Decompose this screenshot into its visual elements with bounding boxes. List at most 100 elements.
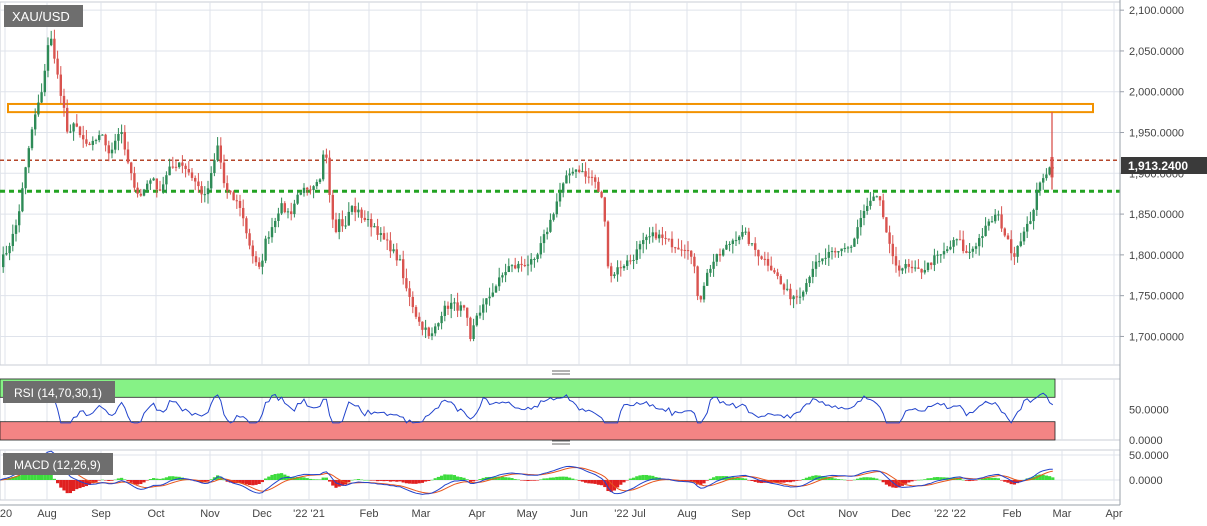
macd-histogram-bar: [740, 478, 744, 480]
candle-body: [786, 288, 789, 290]
macd-histogram-bar: [120, 477, 124, 480]
candle-body: [1042, 178, 1045, 183]
candle-body: [885, 217, 888, 233]
macd-histogram-bar: [360, 479, 364, 481]
candle-body: [325, 154, 328, 158]
macd-histogram-bar: [974, 480, 978, 481]
macd-histogram-bar: [472, 480, 476, 482]
macd-histogram-bar: [321, 477, 325, 480]
macd-histogram-bar: [72, 480, 76, 491]
candle-body: [853, 238, 856, 247]
macd-histogram-bar: [564, 476, 568, 480]
macd-histogram-bar: [696, 480, 700, 485]
candle-body: [1029, 221, 1032, 224]
candle-body: [971, 248, 974, 252]
candle-body: [629, 260, 632, 262]
candle-body: [718, 254, 722, 256]
candle-body: [750, 243, 754, 245]
candle-body: [18, 211, 21, 226]
macd-histogram-bar: [318, 479, 322, 480]
candle-body: [834, 251, 837, 253]
rsi-y-tick-label: 0.0000: [1129, 435, 1163, 447]
candle-body: [878, 196, 882, 201]
x-tick-label: Apr: [468, 508, 485, 520]
macd-histogram-bar: [20, 473, 24, 480]
candle-body: [610, 266, 613, 277]
macd-histogram-bar: [222, 479, 226, 481]
rsi-resize-handle[interactable]: [552, 370, 570, 375]
candle-body: [942, 251, 946, 255]
candle-body: [1010, 239, 1013, 254]
candle-body: [613, 274, 616, 277]
macd-histogram-bar: [718, 476, 722, 480]
candle-body: [440, 315, 443, 324]
candle-body: [654, 232, 658, 239]
macd-histogram-bar: [113, 479, 117, 481]
macd-histogram-bar: [644, 474, 648, 480]
macd-histogram-bar: [571, 478, 575, 480]
candle-body: [686, 250, 690, 252]
macd-histogram-bar: [260, 480, 264, 483]
macd-resize-handle[interactable]: [552, 440, 570, 445]
macd-histogram-bar: [78, 480, 82, 489]
candle-body: [357, 209, 360, 213]
candle-body: [1032, 209, 1035, 222]
candle-body: [43, 70, 46, 93]
macd-histogram-bar: [126, 480, 130, 482]
candle-body: [50, 38, 53, 46]
candle-body: [197, 181, 200, 187]
candle-body: [933, 255, 936, 266]
macd-histogram-bar: [145, 480, 149, 481]
macd-histogram-bar: [760, 480, 764, 484]
macd-histogram-bar: [875, 478, 879, 480]
candle-body: [1003, 228, 1006, 236]
macd-histogram-bar: [830, 477, 834, 480]
macd-histogram-bar: [625, 480, 629, 481]
candle-body: [667, 238, 670, 240]
macd-histogram-bar: [977, 479, 981, 480]
candle-body: [914, 267, 917, 269]
y-tick-label: 1,750.0000: [1129, 291, 1184, 303]
candle-body: [494, 286, 498, 293]
macd-histogram-bar: [900, 480, 904, 486]
macd-histogram-bar: [840, 479, 844, 480]
macd-histogram-bar: [513, 479, 517, 480]
macd-histogram-bar: [708, 478, 712, 480]
candle-body: [606, 221, 610, 267]
x-tick-label: '22 '21: [293, 508, 325, 520]
macd-histogram-bar: [132, 480, 136, 485]
candle-body: [363, 217, 366, 221]
macd-histogram-bar: [888, 480, 892, 487]
candle-body: [318, 179, 322, 183]
candle-body: [555, 201, 558, 215]
candle-body: [72, 123, 75, 132]
candle-body: [293, 203, 296, 215]
candle-body: [965, 251, 968, 253]
candle-body: [626, 260, 629, 267]
macd-histogram-bar: [750, 480, 754, 481]
resistance-zone: [7, 102, 1094, 114]
macd-histogram-bar: [852, 479, 856, 481]
candle-body: [699, 296, 702, 300]
candle-body: [114, 140, 117, 150]
rsi-panel: [0, 378, 1056, 441]
macd-histogram-bar: [993, 477, 997, 480]
candle-body: [181, 162, 184, 166]
candle-body: [347, 211, 350, 226]
macd-histogram-bar: [216, 475, 220, 480]
candle-body: [782, 284, 786, 290]
macd-histogram-bar: [552, 477, 556, 480]
macd-histogram-bar: [616, 480, 620, 488]
candle-body: [552, 214, 555, 220]
macd-histogram-bar: [577, 480, 581, 481]
macd-histogram-bar: [561, 476, 565, 480]
candle-body: [382, 233, 386, 240]
y-tick-label: 2,100.0000: [1129, 5, 1184, 17]
macd-histogram-bar: [734, 477, 738, 480]
macd-histogram-bar: [17, 475, 21, 480]
x-tick-label: Oct: [787, 508, 804, 520]
candle-body: [683, 249, 686, 251]
candle-body: [958, 239, 962, 241]
candle-body: [510, 265, 514, 267]
macd-histogram-bar: [337, 480, 341, 487]
